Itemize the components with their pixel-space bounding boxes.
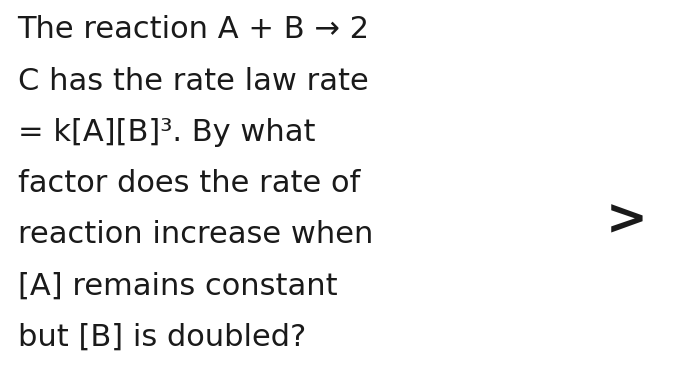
Text: The reaction A + B → 2: The reaction A + B → 2 <box>18 15 370 44</box>
Text: >: > <box>606 196 648 244</box>
Text: but [B] is doubled?: but [B] is doubled? <box>18 323 306 352</box>
Text: reaction increase when: reaction increase when <box>18 220 373 249</box>
Text: factor does the rate of: factor does the rate of <box>18 169 360 198</box>
Text: = k[A][B]³. By what: = k[A][B]³. By what <box>18 118 315 147</box>
Text: [A] remains constant: [A] remains constant <box>18 272 337 301</box>
Text: C has the rate law rate: C has the rate law rate <box>18 66 368 95</box>
